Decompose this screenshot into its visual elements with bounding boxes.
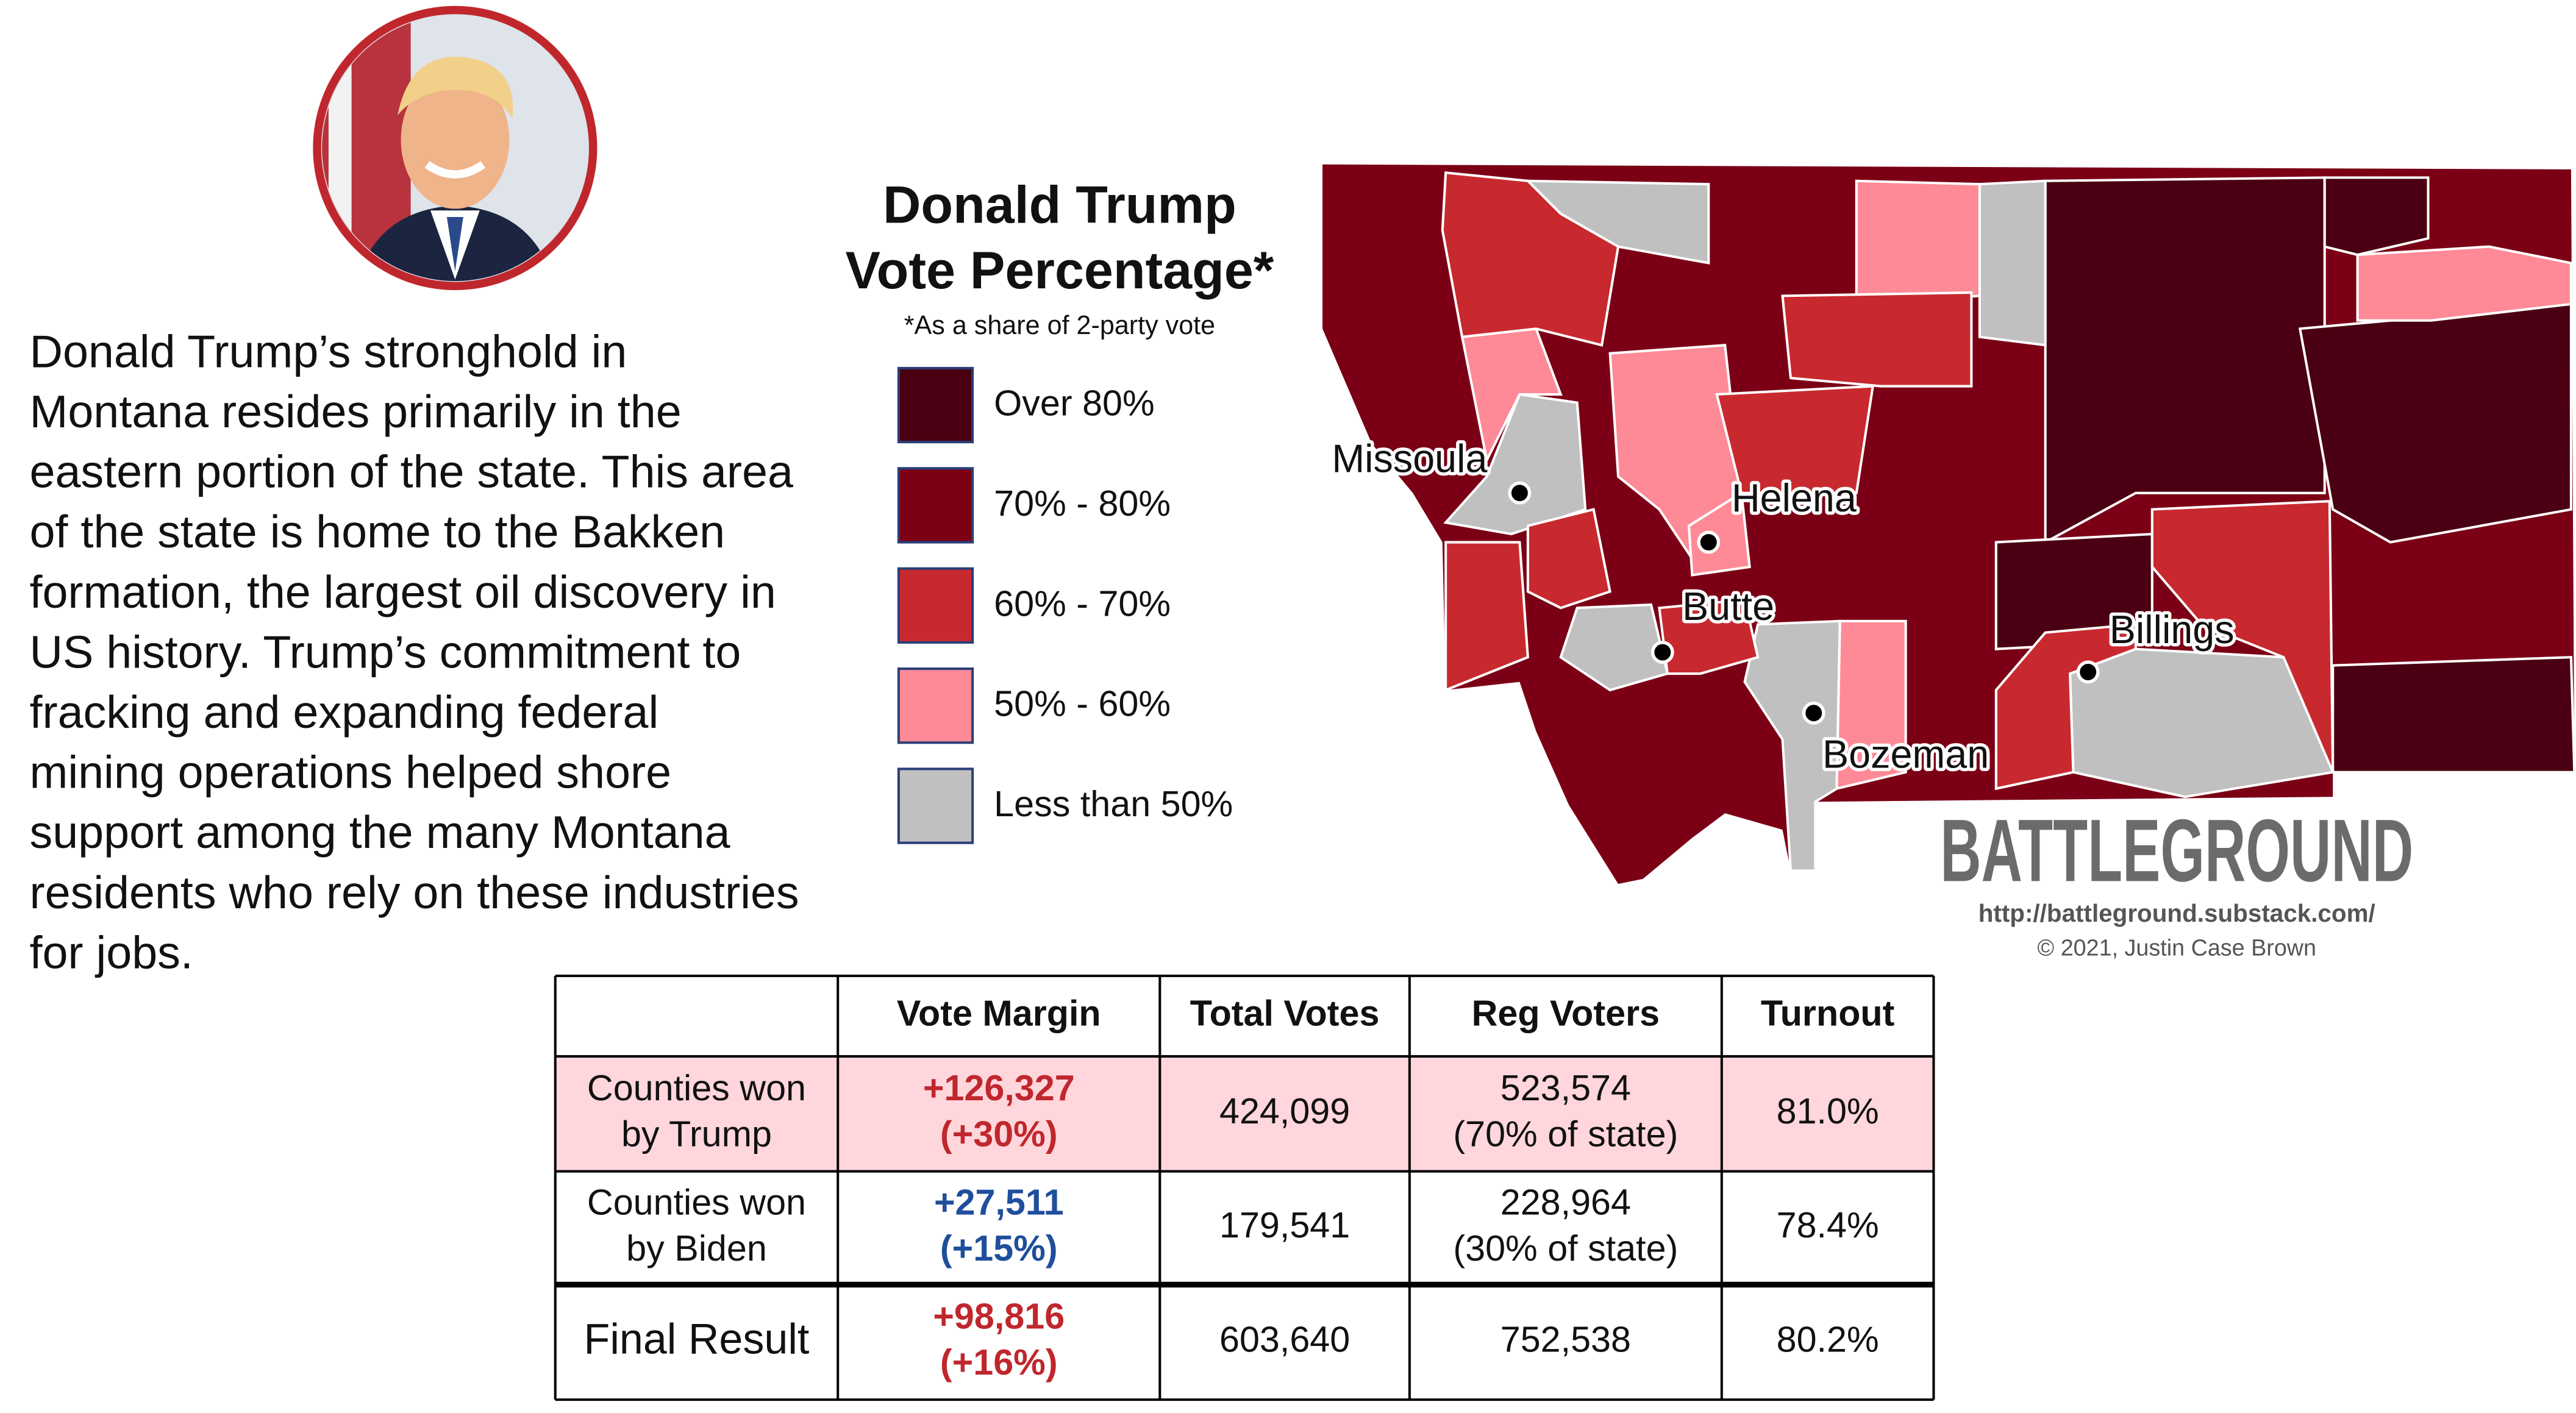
- table-cell: +27,511: [934, 1181, 1064, 1222]
- table-cell: 179,541: [1219, 1205, 1350, 1245]
- legend-swatch: [897, 567, 974, 644]
- description-line: Montana resides primarily in the: [30, 386, 682, 437]
- legend-label: Less than 50%: [994, 783, 1233, 824]
- city-label: Bozeman: [1822, 732, 1989, 777]
- row-highlight: [555, 1056, 1934, 1172]
- city-marker: [1650, 641, 1674, 664]
- brand-name: BATTLEGROUND: [1940, 800, 2413, 900]
- map-title: Donald Trump Vote Percentage* *As a shar…: [846, 176, 1274, 340]
- legend-label: 70% - 80%: [994, 483, 1171, 524]
- description-line: mining operations helped shore: [30, 747, 672, 798]
- legend-swatch: [897, 366, 974, 444]
- table-cell: Final Result: [584, 1315, 810, 1362]
- table-cell: 752,538: [1500, 1319, 1631, 1359]
- header-cell: Turnout: [1761, 993, 1895, 1034]
- description-line: Donald Trump’s stronghold in: [30, 326, 627, 377]
- header-cell: Reg Voters: [1472, 993, 1660, 1034]
- description-line: of the state is home to the Bakken: [30, 506, 726, 557]
- table-cell: (+16%): [940, 1342, 1058, 1383]
- legend-label: Over 80%: [994, 383, 1155, 424]
- table-cell: by Trump: [621, 1114, 772, 1155]
- cities: Missoula Helena Butte Bozeman Billings: [1329, 433, 2238, 780]
- legend-swatch: [897, 667, 974, 744]
- description-line: eastern portion of the state. This area: [30, 446, 793, 497]
- table-cell: (+15%): [940, 1228, 1058, 1269]
- table-cell: +98,816: [933, 1296, 1065, 1337]
- city-marker: [1508, 481, 1532, 505]
- legend: Over 80% 70% - 80% 60% - 70% 50% - 60% Less …: [897, 366, 1233, 844]
- description-line: support among the many Montana: [30, 806, 730, 858]
- city-marker: [1802, 701, 1825, 725]
- map-title-line: Donald Trump: [883, 176, 1236, 234]
- description-line: fracking and expanding federal: [30, 686, 659, 738]
- brand-url: http://battleground.substack.com/: [1978, 899, 2375, 927]
- table-cell: by Biden: [626, 1228, 767, 1269]
- brand: BATTLEGROUND http://battleground.substac…: [1940, 800, 2413, 960]
- city-label: Helena: [1732, 475, 1857, 520]
- results-table: Vote Margin Total Votes Reg Voters Turnout C…: [554, 974, 1935, 1401]
- legend-label: 50% - 60%: [994, 683, 1171, 724]
- table-cell: (70% of state): [1453, 1114, 1678, 1155]
- table-cell: (30% of state): [1453, 1228, 1678, 1269]
- legend-swatch: [897, 467, 974, 544]
- table-cell: 523,574: [1500, 1067, 1631, 1108]
- table-cell: 603,640: [1219, 1319, 1350, 1359]
- city-marker: [2076, 660, 2100, 684]
- table-cell: 424,099: [1219, 1091, 1350, 1131]
- table-cell: (+30%): [940, 1114, 1058, 1155]
- legend-swatch: [897, 767, 974, 844]
- city-label: Missoula: [1332, 436, 1487, 481]
- header-cell: Vote Margin: [897, 993, 1101, 1034]
- description: Donald Trump’s stronghold in Montana resi…: [30, 326, 799, 978]
- table-cell: Counties won: [587, 1067, 806, 1108]
- header-cell: Total Votes: [1190, 993, 1380, 1034]
- map-subtitle: *As a share of 2-party vote: [904, 311, 1215, 340]
- montana-map: [1322, 164, 2576, 884]
- city-label: Billings: [2110, 607, 2235, 652]
- map-title-line: Vote Percentage*: [846, 241, 1274, 300]
- city-label: Butte: [1682, 584, 1774, 628]
- city-marker: [1697, 530, 1721, 554]
- description-line: US history. Trump’s commitment to: [30, 626, 741, 677]
- portrait: [313, 5, 598, 290]
- table-cell: 81.0%: [1777, 1091, 1879, 1131]
- description-line: formation, the largest oil discovery in: [30, 566, 776, 618]
- table-cell: 228,964: [1500, 1181, 1631, 1222]
- brand-credit: © 2021, Justin Case Brown: [2037, 935, 2316, 961]
- table-cell: 78.4%: [1777, 1205, 1879, 1245]
- description-line: for jobs.: [30, 927, 193, 978]
- table-cell: +126,327: [923, 1067, 1075, 1108]
- table-cell: Counties won: [587, 1181, 806, 1222]
- legend-label: 60% - 70%: [994, 583, 1171, 624]
- table-cell: 80.2%: [1777, 1319, 1879, 1359]
- description-line: residents who rely on these industries: [30, 867, 799, 918]
